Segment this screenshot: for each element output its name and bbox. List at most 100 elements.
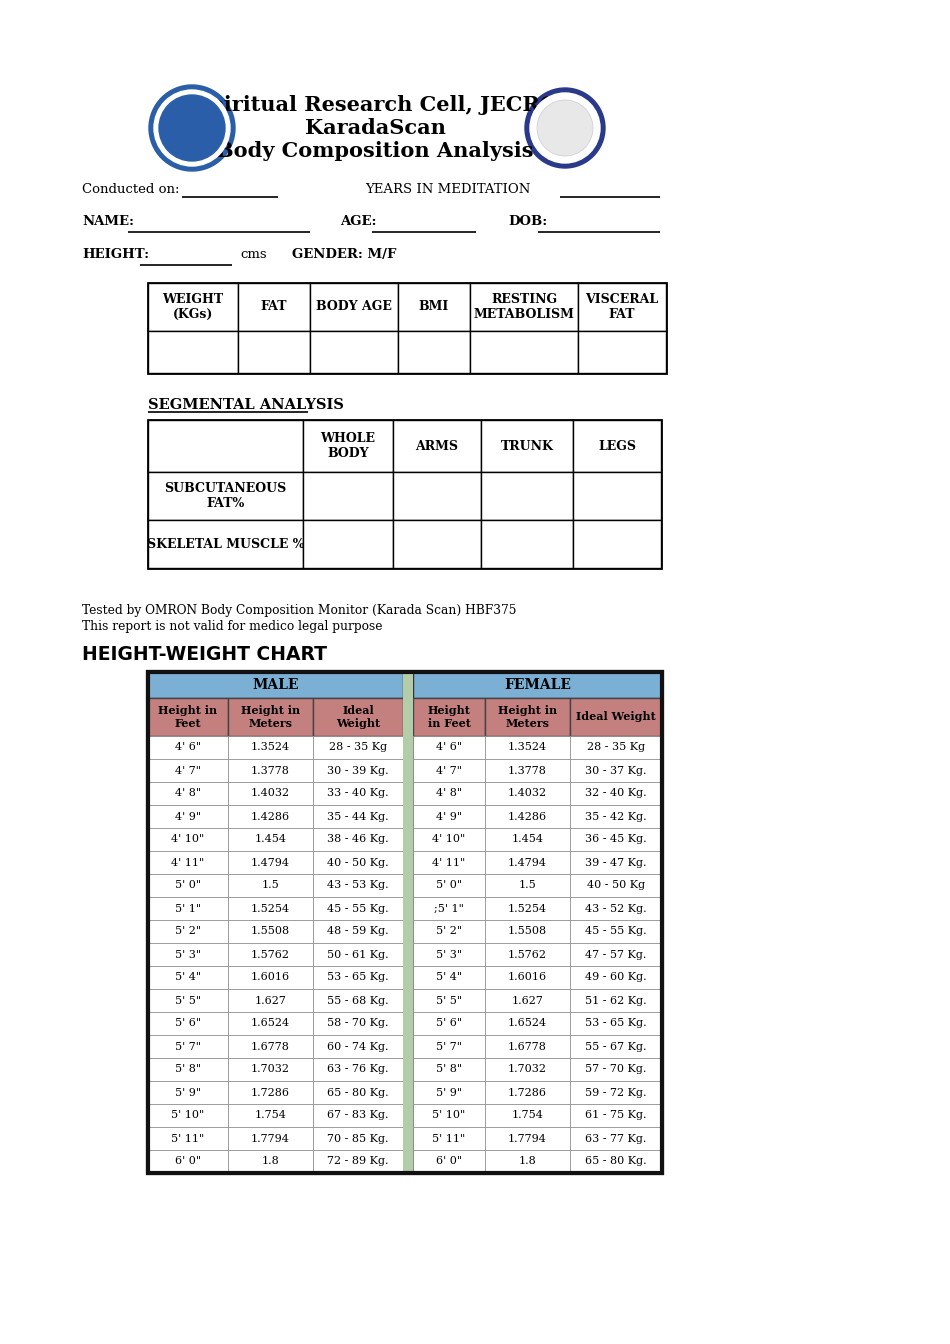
Text: RESTING
METABOLISM: RESTING METABOLISM — [473, 293, 575, 321]
Text: LEGS: LEGS — [598, 439, 636, 453]
Text: WHOLE
BODY: WHOLE BODY — [320, 431, 375, 460]
Bar — [393, 520, 481, 569]
Text: 1.5762: 1.5762 — [508, 949, 547, 960]
Text: 6' 0": 6' 0" — [436, 1156, 462, 1167]
Text: 1.4286: 1.4286 — [508, 812, 547, 821]
Text: 67 - 83 Kg.: 67 - 83 Kg. — [327, 1110, 389, 1121]
Bar — [238, 331, 310, 374]
Bar — [573, 419, 661, 472]
Bar — [413, 1150, 485, 1173]
Text: 5' 3": 5' 3" — [175, 949, 201, 960]
Text: 45 - 55 Kg.: 45 - 55 Kg. — [585, 926, 647, 937]
Bar — [398, 284, 470, 331]
Bar — [303, 520, 393, 569]
Text: 53 - 65 Kg.: 53 - 65 Kg. — [585, 1019, 647, 1028]
Bar — [570, 805, 662, 828]
Text: 28 - 35 Kg: 28 - 35 Kg — [329, 742, 387, 753]
Bar — [313, 1035, 403, 1058]
Bar — [228, 896, 313, 921]
Bar — [570, 989, 662, 1012]
Text: ✦: ✦ — [557, 121, 573, 141]
Text: 4' 11": 4' 11" — [171, 857, 204, 867]
Text: 40 - 50 Kg: 40 - 50 Kg — [587, 880, 645, 891]
Text: 61 - 75 Kg.: 61 - 75 Kg. — [585, 1110, 647, 1121]
Bar — [485, 1058, 570, 1081]
Bar — [570, 1128, 662, 1150]
Text: 1.627: 1.627 — [511, 996, 543, 1005]
Bar — [485, 828, 570, 851]
Bar — [481, 419, 573, 472]
Text: 1.7794: 1.7794 — [508, 1133, 547, 1144]
Text: Ideal
Weight: Ideal Weight — [336, 706, 380, 728]
Bar — [413, 1103, 485, 1128]
Text: 59 - 72 Kg.: 59 - 72 Kg. — [585, 1087, 647, 1098]
Text: 5' 10": 5' 10" — [432, 1110, 466, 1121]
Text: 4' 6": 4' 6" — [436, 742, 462, 753]
Text: 43 - 52 Kg.: 43 - 52 Kg. — [585, 903, 647, 914]
Bar — [313, 1081, 403, 1103]
Text: ;5' 1": ;5' 1" — [434, 903, 464, 914]
Bar — [413, 966, 485, 989]
Text: 1.6016: 1.6016 — [508, 973, 547, 982]
Bar — [313, 759, 403, 782]
Text: 47 - 57 Kg.: 47 - 57 Kg. — [585, 949, 647, 960]
Text: 5' 5": 5' 5" — [175, 996, 201, 1005]
Text: 58 - 70 Kg.: 58 - 70 Kg. — [327, 1019, 389, 1028]
Text: JECRC: JECRC — [169, 126, 215, 140]
Circle shape — [525, 87, 605, 168]
Bar — [570, 737, 662, 759]
Text: 35 - 44 Kg.: 35 - 44 Kg. — [327, 812, 389, 821]
Text: 1.3524: 1.3524 — [508, 742, 547, 753]
Bar — [413, 737, 485, 759]
Bar — [313, 737, 403, 759]
Text: 1.6778: 1.6778 — [251, 1042, 290, 1051]
Bar — [413, 782, 485, 805]
Bar — [393, 419, 481, 472]
Text: 1.627: 1.627 — [255, 996, 287, 1005]
Bar — [148, 851, 228, 874]
Text: This report is not valid for medico legal purpose: This report is not valid for medico lega… — [82, 620, 383, 633]
Text: 50 - 61 Kg.: 50 - 61 Kg. — [327, 949, 389, 960]
Text: 5' 0": 5' 0" — [175, 880, 201, 891]
Text: DOB:: DOB: — [508, 215, 547, 228]
Bar — [313, 943, 403, 966]
Text: 39 - 47 Kg.: 39 - 47 Kg. — [585, 857, 647, 867]
Bar — [570, 698, 662, 737]
Bar — [148, 419, 661, 569]
Bar — [313, 828, 403, 851]
Text: Ideal Weight: Ideal Weight — [576, 711, 655, 723]
Bar — [413, 759, 485, 782]
Text: 43 - 53 Kg.: 43 - 53 Kg. — [327, 880, 389, 891]
Text: 33 - 40 Kg.: 33 - 40 Kg. — [327, 789, 389, 798]
Bar — [485, 874, 570, 896]
Bar — [481, 472, 573, 520]
Bar — [148, 1150, 228, 1173]
Bar — [413, 1128, 485, 1150]
Bar — [313, 698, 403, 737]
Bar — [413, 989, 485, 1012]
Text: 4' 10": 4' 10" — [432, 835, 466, 844]
Bar — [570, 828, 662, 851]
Text: 6' 0": 6' 0" — [175, 1156, 201, 1167]
Text: 5' 6": 5' 6" — [175, 1019, 201, 1028]
Bar — [313, 782, 403, 805]
Text: Tested by OMRON Body Composition Monitor (Karada Scan) HBF375: Tested by OMRON Body Composition Monitor… — [82, 603, 517, 617]
Text: 5' 0": 5' 0" — [436, 880, 462, 891]
Text: 1.5508: 1.5508 — [508, 926, 547, 937]
Bar — [485, 1035, 570, 1058]
Bar — [313, 1058, 403, 1081]
Bar — [228, 943, 313, 966]
Text: 35 - 42 Kg.: 35 - 42 Kg. — [585, 812, 647, 821]
Bar — [148, 1103, 228, 1128]
Bar — [228, 1128, 313, 1150]
Bar — [148, 331, 238, 374]
Text: Spiritual Research Cell, JECRC: Spiritual Research Cell, JECRC — [194, 95, 556, 116]
Bar — [485, 1081, 570, 1103]
Text: 32 - 40 Kg.: 32 - 40 Kg. — [585, 789, 647, 798]
Bar — [228, 966, 313, 989]
Text: 1.5254: 1.5254 — [251, 903, 290, 914]
Bar — [228, 921, 313, 943]
Bar — [570, 943, 662, 966]
Bar — [148, 672, 662, 1173]
Bar — [578, 284, 666, 331]
